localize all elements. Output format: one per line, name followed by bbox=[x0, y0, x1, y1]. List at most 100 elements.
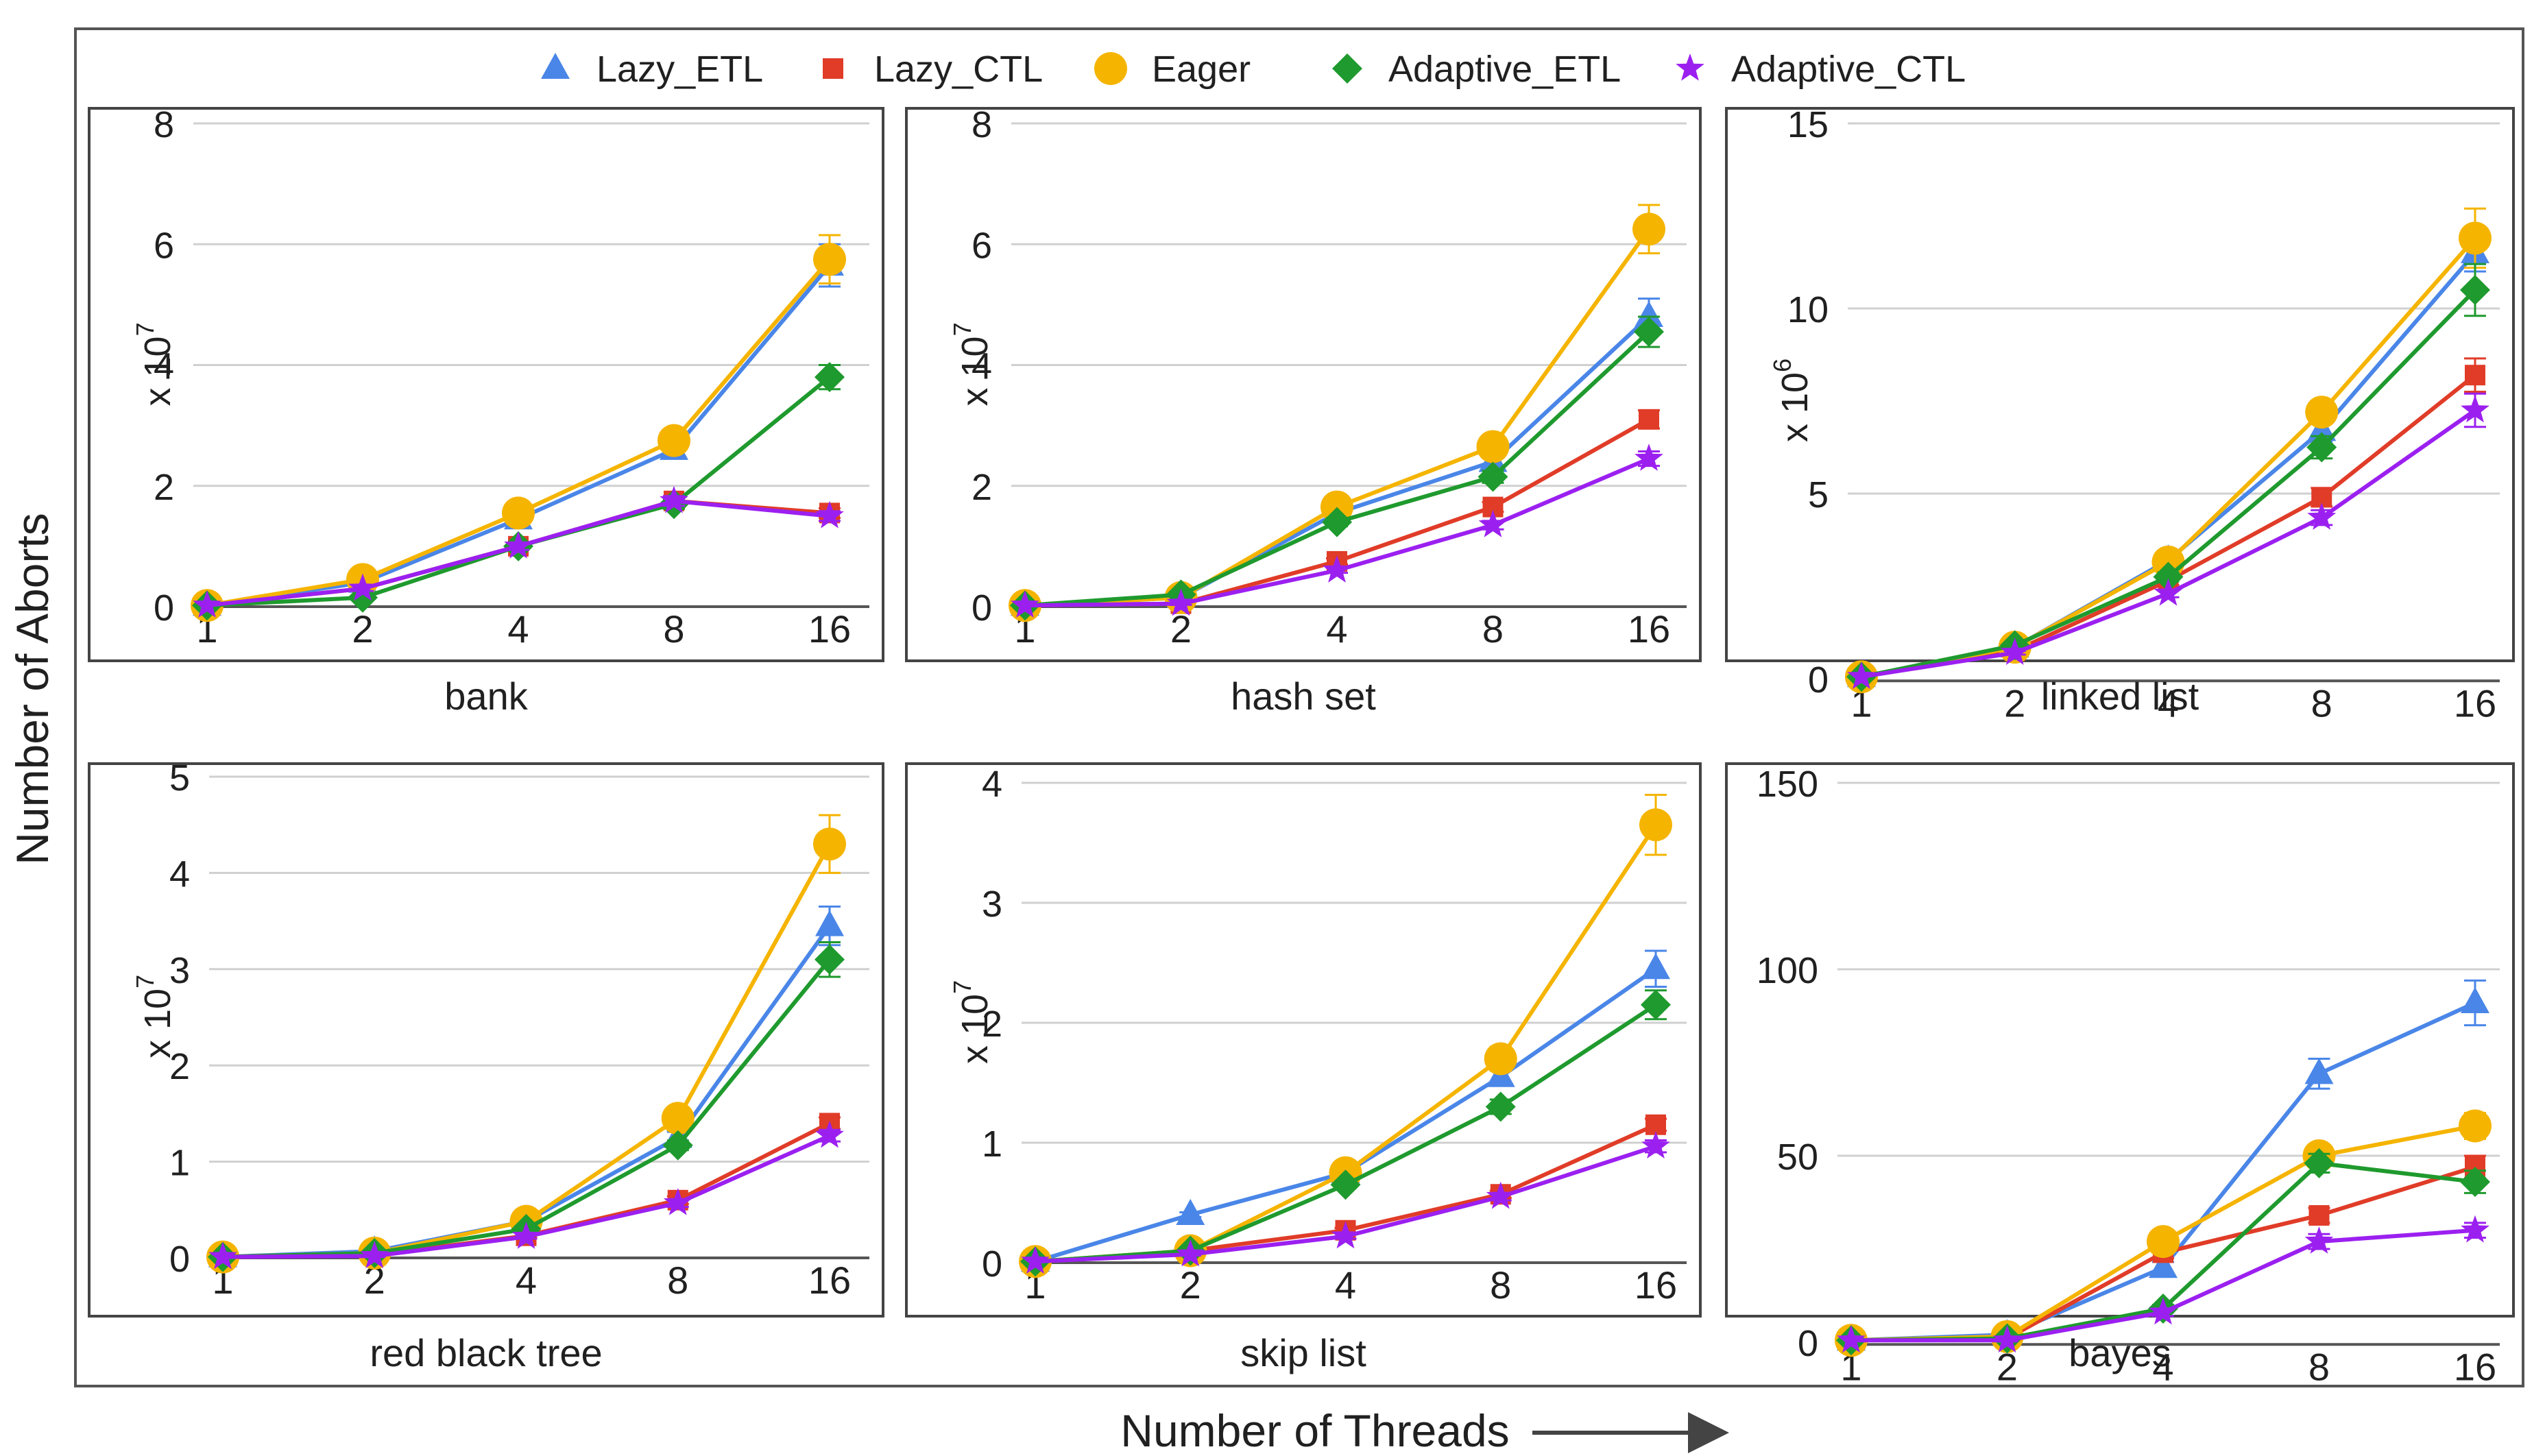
data-point bbox=[1320, 490, 1353, 524]
series-adaptive-etl bbox=[1010, 315, 1664, 621]
x-tick-label: 2 bbox=[352, 607, 373, 651]
y-tick-label: 0 bbox=[169, 1239, 190, 1280]
data-point bbox=[2305, 396, 2339, 429]
data-point bbox=[348, 573, 377, 601]
data-point bbox=[663, 1188, 692, 1215]
data-point bbox=[1641, 953, 1670, 980]
x-tick-label: 4 bbox=[1326, 607, 1347, 651]
legend-star-icon bbox=[1676, 53, 1704, 81]
data-point bbox=[1166, 588, 1196, 616]
data-point bbox=[502, 496, 535, 530]
panel-title: hash set bbox=[1231, 675, 1376, 718]
x-tick-label: 4 bbox=[2158, 681, 2179, 725]
x-tick-label: 16 bbox=[1635, 1263, 1677, 1307]
legend: Lazy_ETL Lazy_CTL Eager Adaptive_ETL Ada… bbox=[541, 49, 1966, 90]
y-tick-label: 3 bbox=[982, 884, 1002, 925]
data-point bbox=[815, 500, 844, 529]
data-point bbox=[2304, 1148, 2335, 1178]
data-point bbox=[662, 1130, 693, 1161]
data-point bbox=[2147, 1225, 2180, 1259]
data-point bbox=[1485, 1091, 1516, 1122]
series-adaptive-ctl bbox=[1011, 444, 1663, 618]
y-tick-label: 10 bbox=[1787, 289, 1829, 330]
panel-title: bayes bbox=[2068, 1331, 2171, 1374]
series-adaptive-ctl bbox=[1837, 1215, 2489, 1353]
data-point bbox=[2304, 1058, 2334, 1084]
data-point bbox=[1641, 1131, 1670, 1158]
y-tick-label: 6 bbox=[154, 225, 174, 266]
x-tick-label: 16 bbox=[2454, 1345, 2496, 1388]
data-point bbox=[1477, 461, 1508, 492]
data-point bbox=[1639, 808, 1672, 842]
legend-marker-circle bbox=[1094, 52, 1127, 85]
data-point bbox=[1635, 301, 1663, 327]
x-tick-label: 4 bbox=[1335, 1263, 1356, 1307]
data-point bbox=[1486, 1181, 1515, 1209]
data-point bbox=[1641, 989, 1671, 1020]
legend-item-adaptive-etl: Adaptive_ETL bbox=[1332, 49, 1621, 90]
y-tick-label: 0 bbox=[154, 587, 174, 629]
y-tick-label: 4 bbox=[169, 853, 190, 895]
data-point bbox=[1330, 1169, 1361, 1200]
x-tick-label: 4 bbox=[507, 607, 529, 651]
y-tick-label: 8 bbox=[972, 104, 992, 145]
series-adaptive-ctl bbox=[193, 485, 844, 618]
legend-square-icon bbox=[823, 58, 843, 79]
data-point bbox=[1331, 1221, 1360, 1249]
data-point bbox=[360, 1241, 389, 1268]
data-point bbox=[2307, 502, 2337, 530]
panel-frame bbox=[905, 762, 1702, 1318]
y-tick-label: 3 bbox=[169, 950, 190, 991]
panel-title: bank bbox=[444, 675, 528, 718]
legend-triangle-icon bbox=[541, 53, 570, 79]
data-point bbox=[504, 531, 533, 559]
y-tick-label: 4 bbox=[972, 346, 992, 387]
x-tick-label: 4 bbox=[516, 1259, 537, 1302]
data-point bbox=[208, 1241, 237, 1270]
x-tick-label: 4 bbox=[2152, 1345, 2173, 1388]
panel-frame bbox=[88, 107, 884, 662]
data-point bbox=[660, 485, 688, 513]
y-tick-label: 1 bbox=[982, 1124, 1002, 1165]
data-point bbox=[193, 590, 221, 618]
y-tick-label: 0 bbox=[1808, 659, 1829, 701]
x-tick-label: 8 bbox=[1490, 1263, 1511, 1307]
axis-scale-label: x 107 bbox=[948, 322, 996, 406]
x-tick-label: 8 bbox=[667, 1259, 688, 1302]
panel-title: red black tree bbox=[370, 1331, 602, 1374]
data-point bbox=[2465, 365, 2485, 386]
x-tick-label: 8 bbox=[2308, 1345, 2330, 1388]
data-point bbox=[2149, 1297, 2178, 1325]
figure-xlabel: Number of Threads bbox=[1120, 1405, 1509, 1456]
data-point bbox=[2308, 1205, 2330, 1226]
legend-label: Eager bbox=[1152, 49, 1251, 90]
legend-item-lazy-etl: Lazy_ETL bbox=[541, 49, 763, 90]
legend-item-eager: Eager bbox=[1094, 49, 1251, 90]
y-tick-label: 2 bbox=[982, 1004, 1002, 1045]
data-point bbox=[2459, 221, 2492, 255]
y-tick-label: 1 bbox=[169, 1143, 190, 1184]
data-point bbox=[813, 243, 846, 276]
data-point bbox=[2461, 1215, 2489, 1243]
y-tick-label: 50 bbox=[1777, 1137, 1818, 1178]
panel-title: linked list bbox=[2041, 675, 2199, 718]
data-point bbox=[1322, 507, 1352, 537]
x-tick-label: 8 bbox=[663, 607, 684, 651]
data-point bbox=[815, 944, 845, 975]
data-point bbox=[1011, 590, 1039, 618]
series-adaptive-etl bbox=[1020, 989, 1671, 1277]
legend-circle-icon bbox=[1094, 52, 1127, 85]
legend-item-lazy-ctl: Lazy_CTL bbox=[823, 49, 1043, 90]
data-point bbox=[1176, 1199, 1205, 1225]
data-point bbox=[511, 1222, 541, 1249]
y-tick-label: 5 bbox=[1808, 474, 1829, 515]
legend-label: Adaptive_ETL bbox=[1388, 49, 1621, 90]
x-tick-label: 8 bbox=[1482, 607, 1504, 651]
data-point bbox=[1476, 430, 1510, 463]
panel-frame bbox=[1725, 107, 2515, 662]
y-tick-label: 0 bbox=[972, 587, 992, 629]
data-point bbox=[661, 1102, 695, 1135]
